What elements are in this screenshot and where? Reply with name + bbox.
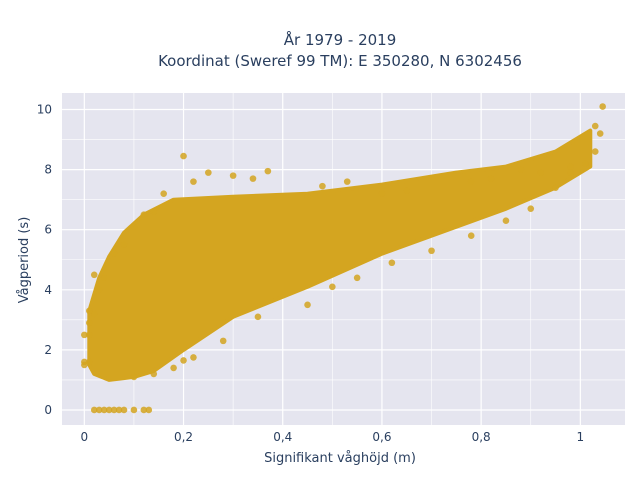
scatter-point	[537, 169, 544, 176]
y-tick-label: 10	[37, 103, 52, 117]
scatter-point	[428, 247, 435, 255]
y-tick-label: 4	[44, 283, 52, 297]
scatter-point	[110, 250, 118, 258]
scatter-point	[130, 373, 138, 381]
scatter-point	[254, 313, 262, 321]
scatter-point	[85, 331, 93, 339]
scatter-point	[353, 274, 361, 282]
scatter-point	[120, 241, 128, 249]
scatter-point	[304, 301, 311, 309]
scatter-point	[582, 160, 589, 167]
scatter-point	[378, 190, 386, 197]
y-tick-label: 0	[44, 403, 52, 417]
scatter-point	[219, 337, 227, 345]
x-tick-label: 0,2	[174, 430, 193, 444]
scatter-point	[502, 217, 510, 224]
scatter-point	[487, 175, 495, 182]
scatter-point	[85, 319, 93, 327]
scatter-point	[170, 364, 177, 372]
scatter-point	[403, 187, 411, 194]
dense-point-cloud	[87, 128, 593, 382]
y-tick-label: 6	[44, 223, 52, 237]
scatter-point	[100, 406, 108, 414]
scatter-point	[90, 310, 98, 318]
scatter-point	[90, 271, 98, 279]
y-axis-title: Vågperiod (s)	[17, 217, 32, 304]
scatter-point	[517, 166, 525, 173]
scatter-point	[140, 211, 148, 218]
scatter-point	[591, 122, 599, 130]
chart-title-line-2: Koordinat (Sweref 99 TM): E 350280, N 63…	[158, 52, 522, 70]
y-tick-label: 2	[44, 343, 52, 357]
scatter-point	[85, 358, 93, 366]
scatter-point	[205, 169, 212, 176]
scatter-point	[319, 182, 326, 190]
x-tick-label: 0,8	[472, 430, 491, 444]
scatter-point	[467, 232, 475, 240]
scatter-point	[567, 169, 574, 176]
scatter-point	[388, 259, 396, 267]
scatter-point	[180, 152, 187, 160]
scatter-point	[160, 190, 167, 197]
x-tick-label: 1	[577, 430, 585, 444]
scatter-point	[599, 103, 606, 110]
scatter-point	[304, 193, 311, 200]
scatter-point	[140, 406, 148, 414]
x-tick-label: 0	[81, 430, 89, 444]
scatter-point	[591, 148, 599, 155]
scatter-point	[95, 406, 103, 414]
scatter-point	[567, 163, 574, 170]
scatter-point	[110, 406, 118, 414]
chart-title-line-1: År 1979 - 2019	[284, 30, 397, 49]
x-tick-label: 0,6	[372, 430, 391, 444]
scatter-point	[81, 331, 88, 339]
scatter-point	[596, 130, 604, 137]
x-axis-title: Signifikant våghöjd (m)	[264, 451, 416, 466]
scatter-point	[145, 406, 153, 414]
scatter-point	[115, 406, 123, 414]
scatter-point	[343, 178, 351, 185]
scatter-point	[190, 354, 197, 361]
x-tick-label: 0,4	[273, 430, 292, 444]
scatter-point	[329, 283, 336, 291]
scatter-point	[180, 357, 187, 364]
scatter-point	[249, 175, 257, 182]
scatter-point	[229, 172, 237, 179]
scatter-point	[150, 208, 158, 215]
scatter-point	[130, 223, 138, 231]
y-tick-label: 8	[44, 163, 52, 177]
scatter-point	[264, 167, 272, 175]
scatter-point	[105, 406, 113, 414]
scatter-point	[467, 178, 475, 185]
scatter-point	[100, 274, 108, 282]
scatter-point	[90, 406, 98, 414]
scatter-point	[120, 406, 128, 414]
scatter-point	[81, 358, 88, 366]
scatter-point	[552, 184, 559, 191]
scatter-point	[95, 286, 103, 294]
scatter-point	[130, 406, 138, 414]
scatter-point	[85, 307, 93, 315]
scatter-point	[527, 205, 535, 212]
scatter-point	[150, 370, 158, 378]
scatter-point	[190, 178, 197, 185]
